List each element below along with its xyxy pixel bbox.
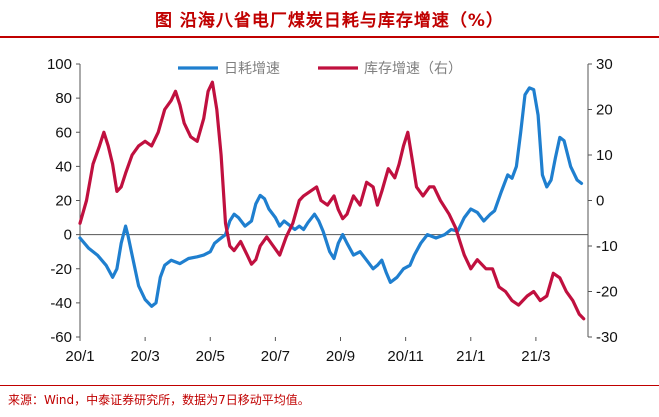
x-tick-label: 20/11 xyxy=(387,348,423,365)
left-tick-label: -20 xyxy=(50,261,72,278)
chart-legend: 日耗增速 库存增速（右） xyxy=(178,61,462,77)
left-tick-label: -40 xyxy=(50,295,72,312)
left-tick-label: 40 xyxy=(55,158,72,175)
chart-title: 图 沿海八省电厂煤炭日耗与库存增速（%） xyxy=(155,11,504,31)
title-band: 图 沿海八省电厂煤炭日耗与库存增速（%） xyxy=(0,0,659,38)
right-tick-label: 10 xyxy=(596,147,613,164)
left-tick-label: 60 xyxy=(55,124,72,141)
legend-label: 日耗增速 xyxy=(224,61,280,77)
footer-divider xyxy=(0,385,659,386)
right-tick-label: 0 xyxy=(596,193,604,210)
tick-labels: 100806040200-20-40-603020100-10-20-3020/… xyxy=(47,56,618,365)
x-tick-label: 20/7 xyxy=(261,348,290,365)
right-tick-label: -20 xyxy=(596,284,618,301)
right-tick-label: 30 xyxy=(596,56,613,73)
x-tick-label: 20/3 xyxy=(131,348,160,365)
series-line-consumption xyxy=(78,86,584,308)
left-tick-label: 0 xyxy=(64,227,72,244)
right-tick-label: -30 xyxy=(596,329,618,346)
chart-series xyxy=(78,80,586,321)
chart-axes xyxy=(76,63,592,341)
line-chart: 100806040200-20-40-603020100-10-20-3020/… xyxy=(47,56,618,365)
left-tick-label: -60 xyxy=(50,329,72,346)
right-tick-label: 20 xyxy=(596,102,613,119)
right-tick-label: -10 xyxy=(596,238,618,255)
x-tick-label: 21/1 xyxy=(456,348,485,365)
left-tick-label: 80 xyxy=(55,90,72,107)
left-tick-label: 100 xyxy=(47,56,72,73)
legend-label: 库存增速（右） xyxy=(364,61,462,77)
x-tick-label: 20/5 xyxy=(196,348,225,365)
series-line-inventory xyxy=(78,80,586,321)
left-tick-label: 20 xyxy=(55,193,72,210)
source-note: 来源：Wind，中泰证券研究所，数据为7日移动平均值。 xyxy=(8,393,310,407)
x-tick-label: 20/9 xyxy=(326,348,355,365)
x-tick-label: 20/1 xyxy=(65,348,94,365)
x-tick-label: 21/3 xyxy=(521,348,550,365)
